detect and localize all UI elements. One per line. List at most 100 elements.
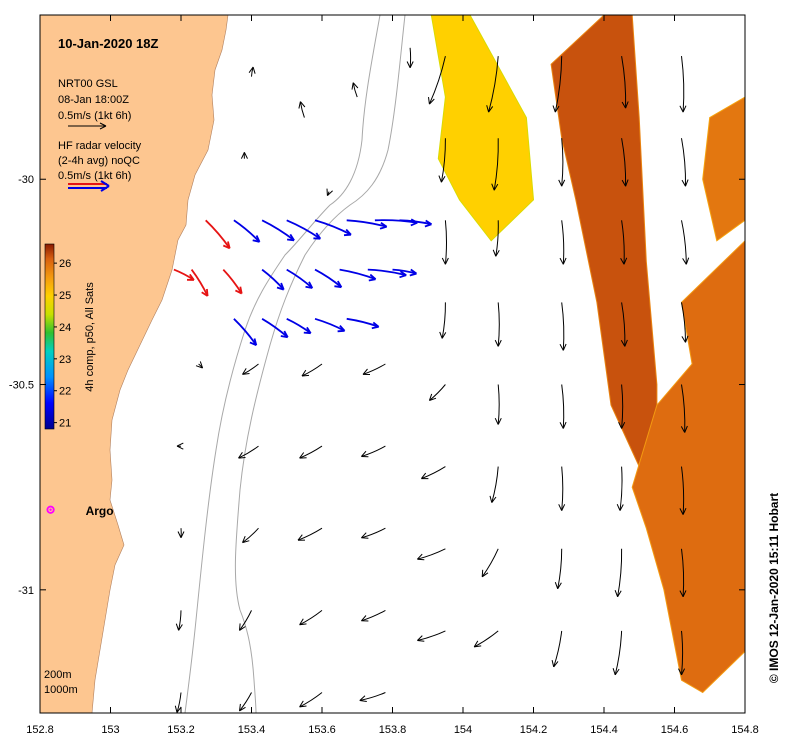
gsl-vector [680,384,688,433]
colorbar-label: 4h comp, p50, All Sats [84,282,96,392]
gsl-vector [361,445,386,458]
gsl-vector [351,82,359,98]
y-tick-label: -31 [18,585,34,597]
gsl-vector [438,138,446,183]
colorbar-tick-label: 24 [59,322,71,334]
hf-radar-vector-blue [261,219,295,242]
gsl-vector [678,630,686,676]
gsl-vector [552,56,563,113]
gsl-vector [439,302,447,339]
hf-radar-vector-blue [286,317,312,335]
gsl-vector [558,138,566,187]
gsl-vector [297,527,323,541]
sst-layer [430,15,745,694]
gsl-vector [616,466,624,511]
gsl-vector [494,302,502,347]
gsl-vector [421,466,446,480]
gsl-vector [679,56,687,113]
legend-radar-avg: (2-4h avg) noQC [58,155,140,167]
colorbar-tick-label: 21 [59,418,71,430]
isobath-1000m [234,15,406,713]
hf-radar-vector-blue [346,317,380,330]
gsl-vector [559,220,567,265]
gsl-vector [612,630,623,676]
hf-radar-vector-blue [339,268,377,282]
x-tick-label: 154 [454,724,472,736]
x-tick-label: 154.6 [661,724,689,736]
hf-radar-vector-blue [261,268,285,291]
gsl-vector [551,630,563,668]
gsl-vector [681,220,690,265]
argo-float-marker[interactable] [46,505,55,514]
y-tick-label: -30 [18,174,34,186]
gsl-vector [428,55,446,105]
x-tick-label: 153.8 [379,724,407,736]
gsl-vector [417,548,446,561]
gsl-vector [240,152,248,159]
isobath-200m [184,15,381,713]
credit-text: © IMOS 12-Jan-2020 15:11 Hobart [767,493,781,683]
argo-float-dot [49,508,52,511]
colorbar-ticks: 21 22 23 24 25 26 [54,258,71,430]
gsl-vector [621,138,629,187]
gsl-vector [559,384,567,429]
gsl-vector [299,692,323,708]
gsl-vector [248,66,256,77]
gsl-vector [361,527,386,539]
legend-model-time: 08-Jan 18:00Z [58,94,129,106]
gsl-vector [299,445,323,459]
gsl-vector [486,56,499,113]
gsl-vector [242,527,259,544]
gsl-vector [242,363,259,375]
hf-radar-vector-blue [314,317,346,333]
x-tick-label: 153 [101,724,119,736]
hf-radar-vector-blue [261,318,289,339]
legend: 10-Jan-2020 18Z NRT00 GSL 08-Jan 18:00Z … [58,36,159,192]
gsl-vector [195,361,204,369]
gsl-vector [554,548,563,590]
hf-radar-vector-blue [314,268,343,289]
gsl-vector [558,466,566,511]
sst-patch-west-filament [430,15,535,242]
gsl-vector [491,138,499,191]
gsl-vector [481,548,499,578]
gsl-vector [681,138,689,187]
gsl-vector [238,445,259,459]
isobath-label-200: 200m [44,669,72,681]
hf-radar-vector-blue [233,219,261,243]
gsl-vector [559,302,567,351]
gsl-vector [406,47,414,69]
x-tick-label: 154.8 [731,724,759,736]
land-mass [40,15,229,713]
hf-radar-vector-blue [399,219,432,228]
gsl-vector [441,220,449,265]
legend-radar-scale: 0.5m/s (1kt 6h) [58,170,131,182]
gsl-vector [621,56,629,109]
gsl-vector [618,384,626,429]
colorbar-tick-label: 25 [59,290,71,302]
hf-radar-vector-blue [286,219,322,240]
x-tick-label: 153.2 [167,724,195,736]
hf-radar-vector-blue [367,268,407,279]
legend-radar-name: HF radar velocity [58,140,142,152]
gsl-vector [177,528,185,539]
gsl-vector [492,220,500,257]
gsl-vector [417,630,446,642]
sst-patch-east-band [702,96,745,242]
isobath-label-1000: 1000m [44,684,78,696]
gsl-vector [614,548,623,598]
legend-model-scale: 0.5m/s (1kt 6h) [58,110,131,122]
gsl-vector [473,630,499,648]
x-tick-label: 154.4 [590,724,618,736]
gsl-vector [428,384,446,401]
gsl-vector [620,302,628,347]
gsl-vector [239,692,252,712]
gsl-vector [239,610,252,631]
gsl-vector-layer [174,47,690,713]
gsl-vector [174,692,182,713]
x-tick-label: 152.8 [26,724,54,736]
hf-radar-vector-red [190,269,209,297]
colorbar-tick-label: 26 [59,258,71,270]
hf-radar-vector-blue [392,268,418,277]
